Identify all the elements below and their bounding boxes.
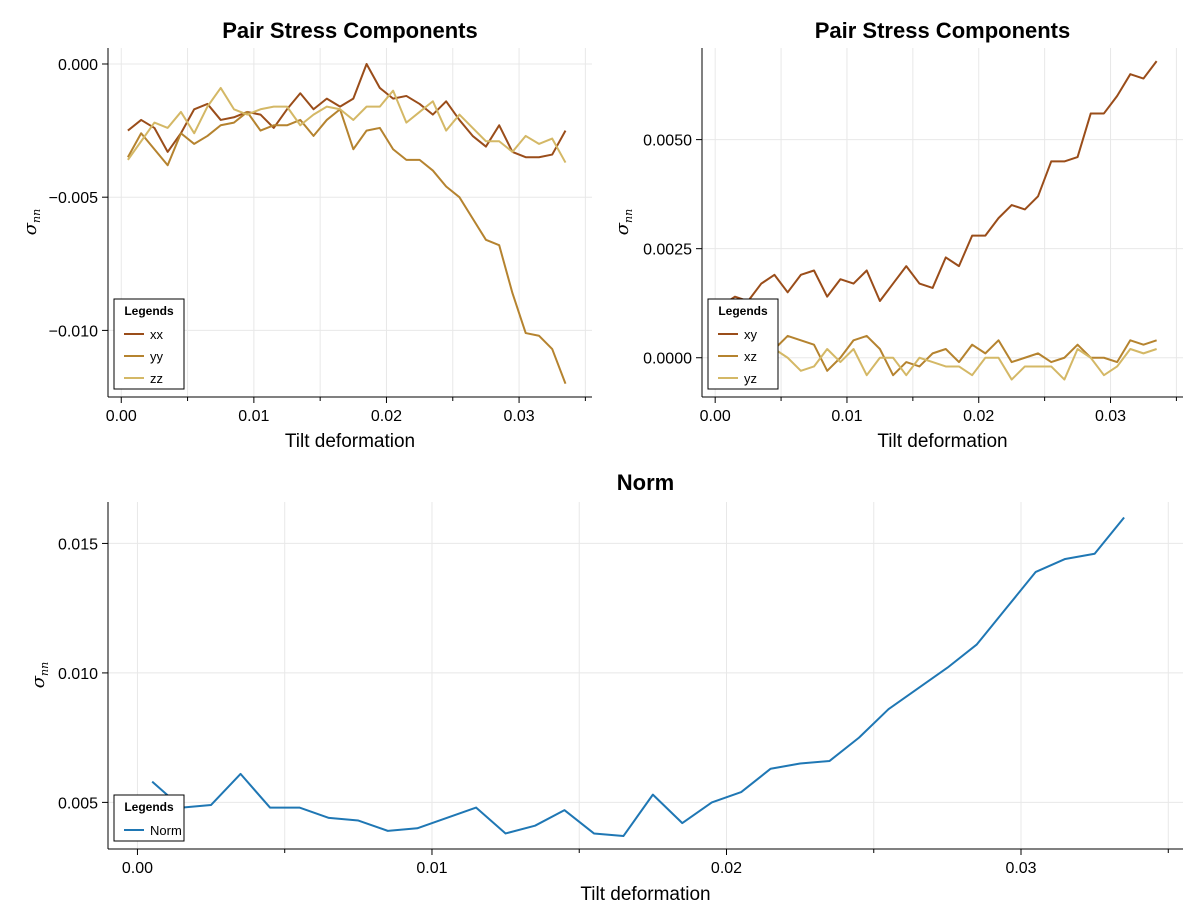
y-tick-label: 0.0050 <box>643 133 692 150</box>
legend-label-yy: yy <box>150 349 164 364</box>
legend-title: Legends <box>718 304 768 318</box>
x-tick-label: 0.00 <box>106 408 137 425</box>
y-axis-label: σnn <box>20 209 43 235</box>
y-tick-label: −0.010 <box>49 323 98 340</box>
x-tick-label: 0.03 <box>1005 860 1036 877</box>
legend-label-zz: zz <box>150 371 163 386</box>
series-line-yy <box>127 108 567 385</box>
y-tick-label: 0.015 <box>58 536 98 553</box>
x-tick-label: 0.02 <box>963 408 994 425</box>
x-tick-label: 0.01 <box>238 408 269 425</box>
series-line-xz <box>721 334 1157 377</box>
chart-title: Norm <box>617 470 674 495</box>
legend-box <box>707 298 779 390</box>
chart-title: Pair Stress Components <box>815 18 1071 43</box>
x-tick-label: 0.00 <box>122 860 153 877</box>
x-tick-label: 0.03 <box>1095 408 1126 425</box>
grid <box>702 48 1183 397</box>
legend-box <box>113 298 185 390</box>
legend-label-yz: yz <box>744 371 757 386</box>
grid <box>108 48 592 397</box>
y-tick-label: 0.010 <box>58 666 98 683</box>
grid <box>108 502 1183 849</box>
series-line-zz <box>127 86 567 164</box>
x-tick-label: 0.00 <box>700 408 731 425</box>
x-tick-label: 0.01 <box>831 408 862 425</box>
x-axis-label: Tilt deformation <box>285 431 415 452</box>
x-tick-label: 0.02 <box>371 408 402 425</box>
legend-box <box>113 794 185 842</box>
legend-label-xx: xx <box>150 327 164 342</box>
series-line-yz <box>721 348 1157 381</box>
y-axis-label: σnn <box>612 209 635 235</box>
legend: Legends xx yy zz <box>113 298 185 390</box>
legend: Legends xy xz yz <box>707 298 779 390</box>
x-axis-label: Tilt deformation <box>580 884 710 905</box>
legend-label-xz: xz <box>744 349 757 364</box>
series-line-xx <box>127 62 567 159</box>
legend: Legends Norm <box>113 794 185 842</box>
x-tick-label: 0.01 <box>416 860 447 877</box>
legend-title: Legends <box>124 304 174 318</box>
chart-panel-1: 0.00 0.01 0.02 0.03 0.000 −0.005 −0.010 Pair St… <box>20 18 592 452</box>
chart-panel-3: 0.00 0.01 0.02 0.03 0.015 0.010 0.005 Norm Tilt … <box>28 470 1183 905</box>
y-tick-label: 0.0000 <box>643 351 692 368</box>
y-tick-label: 0.005 <box>58 795 98 812</box>
legend-label-norm: Norm <box>150 823 182 838</box>
y-tick-label: 0.000 <box>58 57 98 74</box>
legend-label-xy: xy <box>744 327 758 342</box>
series-line-norm <box>151 516 1125 838</box>
y-axis-label: σnn <box>28 662 51 688</box>
y-tick-label: 0.0025 <box>643 242 692 259</box>
y-tick-label: −0.005 <box>49 190 98 207</box>
x-tick-label: 0.02 <box>711 860 742 877</box>
chart-title: Pair Stress Components <box>222 18 478 43</box>
series-line-xy <box>721 60 1158 307</box>
legend-title: Legends <box>124 800 174 814</box>
x-tick-label: 0.03 <box>503 408 534 425</box>
x-axis-label: Tilt deformation <box>877 431 1007 452</box>
chart-panel-2: 0.00 0.01 0.02 0.03 0.0050 0.0025 0.0000 Pair S… <box>612 18 1183 452</box>
